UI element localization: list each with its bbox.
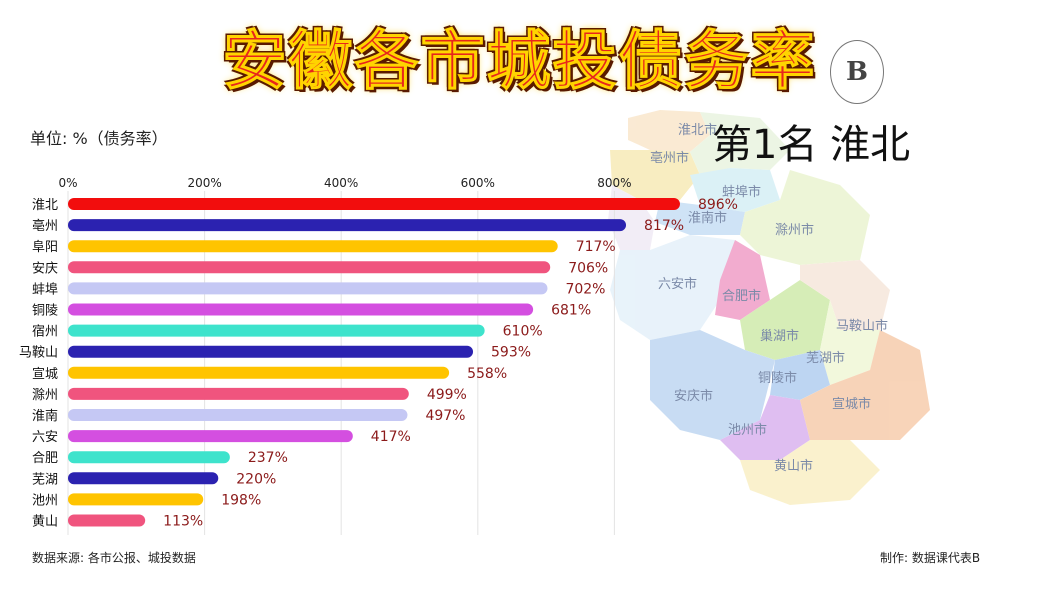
bar — [68, 198, 680, 210]
category-label: 宣城 — [32, 366, 58, 382]
map-region-label: 马鞍山市 — [836, 318, 888, 334]
bar — [68, 514, 146, 527]
map-region-chizhou — [720, 395, 810, 460]
category-label: 宿州 — [32, 324, 58, 340]
map-region-label: 淮北市 — [678, 122, 717, 138]
value-label: 497% — [425, 408, 465, 424]
map-region-chaohu — [740, 280, 830, 360]
category-label: 滁州 — [32, 387, 58, 403]
x-axis-ticks: 0% 200% 400% 600% 800% — [58, 176, 631, 190]
bar — [68, 366, 450, 379]
x-tick-label: 0% — [58, 176, 77, 190]
map-region-label: 宣城市 — [832, 396, 871, 412]
value-label: 896% — [698, 197, 738, 213]
bar — [68, 472, 219, 485]
category-label: 亳州 — [32, 218, 58, 234]
value-label: 237% — [248, 450, 288, 466]
category-label: 蚌埠 — [32, 282, 58, 297]
bar — [68, 409, 408, 421]
value-label: 558% — [467, 366, 507, 382]
map-region-luan — [610, 235, 735, 340]
category-label: 池州 — [32, 493, 58, 508]
map-region-wuhu — [820, 300, 880, 385]
category-label: 铜陵 — [32, 304, 58, 319]
bar — [68, 430, 353, 443]
category-label: 淮南 — [32, 408, 58, 424]
bar — [68, 493, 204, 506]
map-region-label: 合肥市 — [722, 288, 761, 304]
x-tick-label: 200% — [187, 176, 221, 190]
map-region-label: 池州市 — [728, 422, 767, 438]
credit-note: 制作: 数据课代表B — [880, 551, 981, 565]
category-label: 黄山 — [32, 515, 58, 530]
logo-badge-icon: B — [830, 40, 884, 104]
map-region-chuzhou — [740, 170, 870, 265]
category-label: 安庆 — [32, 261, 58, 276]
bar — [68, 324, 485, 337]
source-note: 数据来源: 各市公报、城投数据 — [32, 551, 196, 565]
map-region-suzhou — [690, 112, 790, 175]
bar — [68, 451, 230, 464]
map-region-huangshan — [740, 440, 880, 505]
value-label: 610% — [503, 324, 543, 340]
map-region-label: 安庆市 — [674, 388, 713, 404]
value-label: 702% — [565, 281, 605, 297]
x-tick-label: 800% — [597, 176, 631, 190]
category-label: 合肥 — [32, 451, 58, 466]
category-label: 芜湖 — [32, 472, 58, 487]
bar — [68, 303, 534, 316]
map-region-maanshan — [800, 260, 890, 330]
map-region-label: 芜湖市 — [806, 350, 845, 366]
map-region-label: 巢湖市 — [760, 328, 799, 344]
map-region-xuancheng — [800, 330, 930, 440]
bar-chart: 0% 200% 400% 600% 800% 淮北 896% 亳州 817% 阜阳 717% 安庆 7… — [19, 176, 738, 535]
value-label: 417% — [371, 429, 411, 445]
value-label: 717% — [576, 239, 616, 255]
map-region-huaibei — [628, 110, 710, 152]
chart-title: 安徽各市城投债务率 — [222, 25, 817, 100]
value-label: 706% — [568, 260, 608, 276]
category-label: 马鞍山 — [19, 345, 58, 361]
value-label: 681% — [551, 303, 591, 319]
map-region-anqing — [650, 330, 775, 440]
map-region-bengbu — [690, 168, 780, 212]
map-region-label: 六安市 — [658, 276, 697, 292]
bar — [68, 345, 474, 358]
bar — [68, 261, 551, 274]
category-label: 淮北 — [32, 198, 58, 213]
value-label: 220% — [236, 471, 276, 487]
rank-heading: 第1名 淮北 — [712, 122, 911, 168]
map-region-label: 淮南市 — [688, 210, 727, 226]
value-label: 593% — [491, 345, 531, 361]
map-region-label: 黄山市 — [774, 458, 813, 474]
bar — [68, 387, 409, 400]
bars: 淮北 896% 亳州 817% 阜阳 717% 安庆 706% 蚌埠 702% 铜陵 681% 宿州 61… — [19, 197, 738, 530]
map-region-label: 蚌埠市 — [722, 184, 761, 200]
bar — [68, 219, 627, 232]
category-label: 阜阳 — [32, 239, 58, 255]
value-label: 499% — [427, 387, 467, 403]
map-region-tongling — [770, 350, 830, 400]
bar — [68, 240, 558, 253]
value-label: 817% — [644, 218, 684, 234]
value-label: 113% — [163, 514, 203, 530]
value-label: 198% — [221, 492, 261, 508]
unit-label: 单位: %（债务率） — [30, 129, 168, 148]
category-label: 六安 — [32, 430, 58, 445]
map-region-hefei — [715, 240, 770, 320]
map-region-label: 滁州市 — [775, 222, 814, 238]
logo-letter: B — [846, 57, 868, 87]
x-tick-label: 400% — [324, 176, 358, 190]
map-region-label: 亳州市 — [650, 150, 689, 166]
map-region-bozhou — [610, 150, 700, 200]
bar — [68, 282, 548, 295]
x-tick-label: 600% — [461, 176, 495, 190]
map-region-label: 铜陵市 — [758, 370, 797, 386]
